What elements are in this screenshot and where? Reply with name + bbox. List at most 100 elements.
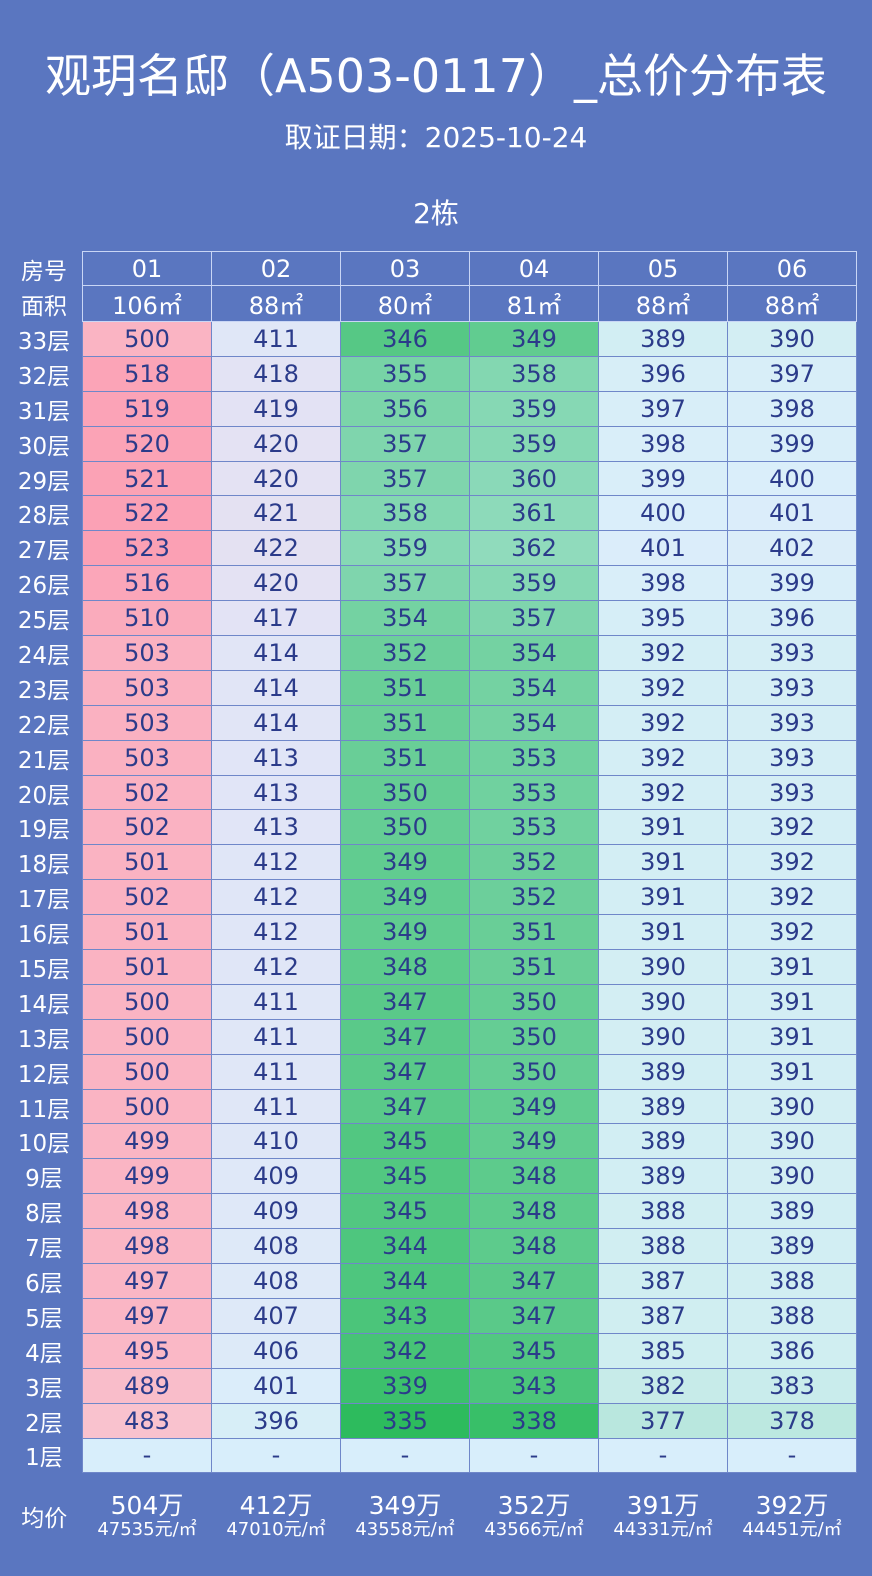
row-label: 面积 <box>21 293 67 320</box>
average-cell: 392万 44451元/㎡ <box>728 1473 857 1560</box>
price-cell: 518 <box>82 355 212 392</box>
floor-row: 33层 500 411 346 349 389 390 <box>6 321 857 357</box>
price-cell: 390 <box>727 321 857 357</box>
floor-label: 2层 <box>25 1410 63 1437</box>
floor-label: 13层 <box>17 1026 71 1053</box>
price-cell: 354 <box>469 704 599 741</box>
price-cell: 392 <box>598 774 728 811</box>
floor-label: 27层 <box>17 538 71 565</box>
price-cell: 521 <box>82 460 212 497</box>
floor-row: 11层 500 411 347 349 389 390 <box>6 1088 857 1125</box>
floor-row: 22层 503 414 351 354 392 393 <box>6 704 857 741</box>
floor-label: 30层 <box>17 433 71 460</box>
price-cell: 407 <box>211 1297 341 1334</box>
floor-row: 24层 503 414 352 354 392 393 <box>6 635 857 671</box>
floor-row: 31层 519 419 356 359 397 398 <box>6 390 857 427</box>
page-title: 观玥名邸（A503-0117）_总价分布表 <box>45 49 827 103</box>
floor-row: 6层 497 408 344 347 387 388 <box>6 1263 857 1299</box>
floor-row: 2层 483 396 335 338 377 378 <box>6 1402 857 1439</box>
floor-row: 9层 499 409 345 348 389 390 <box>6 1158 857 1195</box>
price-cell: 388 <box>598 1228 728 1265</box>
price-cell: 413 <box>211 809 341 846</box>
row-label: 房号 <box>21 258 67 285</box>
average-total: 349万 <box>368 1491 442 1521</box>
price-cell: 390 <box>598 983 728 1020</box>
average-total: 504万 <box>110 1491 184 1521</box>
price-cell: 349 <box>469 1123 599 1160</box>
header-cell: 81㎡ <box>469 285 599 322</box>
price-cell: 338 <box>469 1402 599 1439</box>
floor-label: 16层 <box>17 922 71 949</box>
price-cell: 377 <box>598 1402 728 1439</box>
price-cell: 392 <box>598 669 728 706</box>
price-cell: 345 <box>340 1123 470 1160</box>
price-cell: 390 <box>598 949 728 985</box>
price-cell: 400 <box>727 460 857 497</box>
floor-row: 23层 503 414 351 354 392 393 <box>6 669 857 706</box>
header-cell: 88㎡ <box>598 285 728 322</box>
average-unit-price: 43558元/㎡ <box>355 1519 455 1541</box>
floor-row: 10层 499 410 345 349 389 390 <box>6 1123 857 1160</box>
floor-label: 23层 <box>17 677 71 704</box>
price-cell: 389 <box>598 1088 728 1125</box>
price-cell: - <box>727 1437 857 1474</box>
price-cell: 395 <box>598 600 728 637</box>
price-cell: 399 <box>727 425 857 462</box>
price-cell: 351 <box>340 704 470 741</box>
price-cell: 397 <box>727 355 857 392</box>
average-unit-price: 43566元/㎡ <box>484 1519 584 1541</box>
floor-row: 29层 521 420 357 360 399 400 <box>6 460 857 497</box>
average-unit-price: 47535元/㎡ <box>97 1519 197 1541</box>
average-unit-price: 47010元/㎡ <box>226 1519 326 1541</box>
floor-label: 10层 <box>17 1131 71 1158</box>
price-cell: 347 <box>340 1088 470 1125</box>
price-cell: 385 <box>598 1332 728 1369</box>
floor-label: 5层 <box>25 1305 63 1332</box>
price-cell: 401 <box>727 495 857 532</box>
price-cell: 500 <box>82 983 212 1020</box>
price-cell: 396 <box>727 600 857 637</box>
floor-label: 26层 <box>17 573 71 600</box>
price-cell: 516 <box>82 565 212 602</box>
price-cell: 351 <box>340 739 470 776</box>
price-cell: 422 <box>211 530 341 567</box>
floor-row: 12层 500 411 347 350 389 391 <box>6 1053 857 1090</box>
price-cell: 383 <box>727 1367 857 1404</box>
floor-label: 19层 <box>17 817 71 844</box>
price-cell: 410 <box>211 1123 341 1160</box>
price-cell: 401 <box>598 530 728 567</box>
price-cell: - <box>469 1437 599 1474</box>
average-total: 392万 <box>755 1491 829 1521</box>
price-cell: 393 <box>727 669 857 706</box>
average-unit-price: 44451元/㎡ <box>742 1519 842 1541</box>
price-cell: 350 <box>469 983 599 1020</box>
price-cell: 388 <box>598 1193 728 1230</box>
header-cell: 80㎡ <box>340 285 470 322</box>
price-cell: 358 <box>469 355 599 392</box>
price-cell: 388 <box>727 1263 857 1299</box>
price-cell: 502 <box>82 879 212 916</box>
floor-row: 27层 523 422 359 362 401 402 <box>6 530 857 567</box>
floor-row: 4层 495 406 342 345 385 386 <box>6 1332 857 1369</box>
average-row: 均价 504万 47535元/㎡ 412万 47010元/㎡ 349万 43558元/㎡ 35… <box>6 1473 857 1560</box>
price-cell: 359 <box>469 425 599 462</box>
floor-row: 16层 501 412 349 351 391 392 <box>6 914 857 951</box>
price-cell: 354 <box>340 600 470 637</box>
floor-row: 15层 501 412 348 351 390 391 <box>6 949 857 985</box>
price-cell: 501 <box>82 949 212 985</box>
price-cell: 412 <box>211 949 341 985</box>
price-cell: 389 <box>727 1193 857 1230</box>
price-cell: 389 <box>598 321 728 357</box>
header-cell: 02 <box>211 251 341 286</box>
price-cell: 406 <box>211 1332 341 1369</box>
price-cell: 390 <box>598 1018 728 1055</box>
price-cell: 398 <box>598 425 728 462</box>
price-cell: 391 <box>727 949 857 985</box>
header-cell: 06 <box>727 251 857 286</box>
price-cell: 344 <box>340 1228 470 1265</box>
price-cell: 396 <box>211 1402 341 1439</box>
price-cell: 349 <box>340 879 470 916</box>
average-cell: 412万 47010元/㎡ <box>212 1473 341 1560</box>
price-cell: 501 <box>82 914 212 951</box>
price-cell: 510 <box>82 600 212 637</box>
